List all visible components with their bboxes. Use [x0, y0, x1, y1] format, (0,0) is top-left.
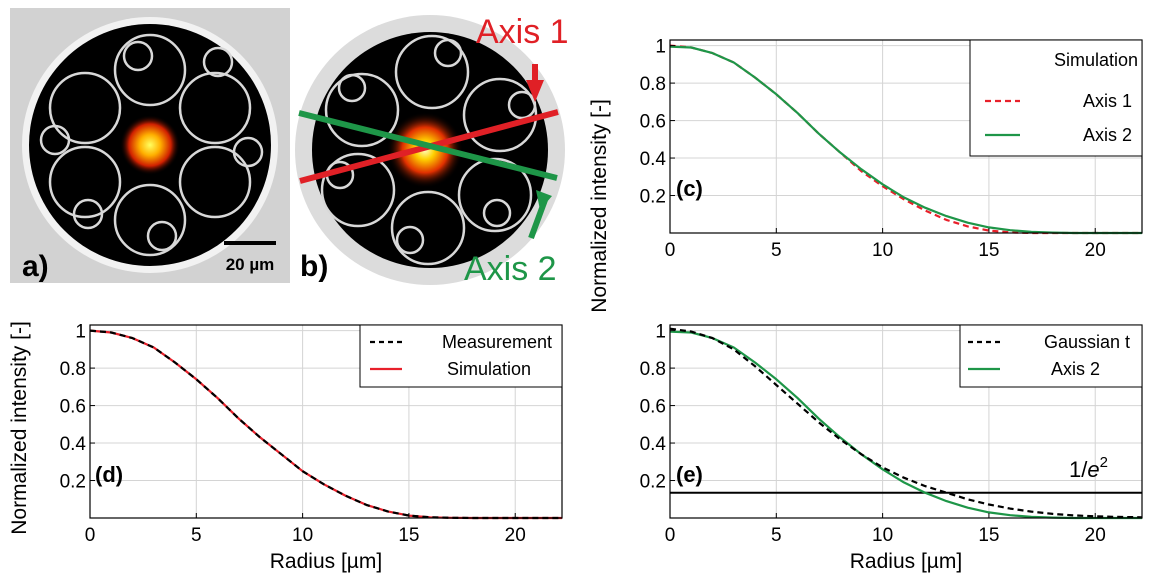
chart-e-panel-label: (e)	[676, 462, 703, 487]
chart-c-legend-axis2: Axis 2	[1083, 125, 1132, 145]
x-tick-label: 0	[665, 525, 676, 546]
chart-d-legend-simulation: Simulation	[447, 359, 531, 379]
chart-c-ylabel: Normalized intensity [-]	[588, 99, 611, 313]
chart-e-legend-axis2: Axis 2	[1051, 359, 1100, 379]
x-tick-label: 5	[771, 525, 782, 546]
x-tick-label: 15	[978, 525, 999, 546]
chart-c-legend-axis1: Axis 1	[1083, 91, 1132, 111]
axis1-arrow-shaft	[532, 64, 538, 84]
axis1-label: Axis 1	[476, 13, 569, 51]
y-tick-label: 1	[655, 37, 666, 58]
x-tick-label: 15	[398, 525, 419, 546]
chart-d-legend: Measurement Simulation	[359, 324, 563, 388]
y-tick-label: 0.4	[640, 434, 667, 455]
y-tick-label: 1	[655, 322, 666, 343]
chart-e-frame	[669, 324, 1143, 519]
chart-e-legend-box	[959, 324, 1143, 388]
y-tick-label: 1	[75, 322, 86, 343]
x-tick-label: 5	[771, 240, 782, 261]
chart-c-panel-label: (c)	[676, 176, 703, 201]
axis2-label: Axis 2	[464, 250, 557, 288]
chart-e-ticks: 0 5 10 15 20 0.2 0.4 0.6 0.8 1	[640, 322, 1106, 546]
chart-c-legend: Simulation Axis 1 Axis 2	[969, 39, 1143, 157]
y-tick-label: 0.4	[640, 149, 667, 170]
x-tick-label: 5	[191, 525, 202, 546]
x-tick-label: 15	[978, 240, 999, 261]
scalebar-label: 20 µm	[226, 255, 275, 274]
series-line-gaussian-t	[669, 327, 1143, 519]
y-tick-label: 0.2	[60, 472, 86, 493]
chart-d-legend-box	[359, 324, 563, 388]
chart-d-ticks: 0 5 10 15 20 0.2 0.4 0.6 0.8 1	[60, 322, 526, 546]
y-tick-label: 0.8	[60, 359, 86, 380]
y-tick-label: 0.8	[640, 74, 666, 95]
fiber-image-b: Axis 1 Axis 2 b)	[295, 8, 576, 288]
axis1-arrow-icon	[526, 80, 544, 102]
fiber-image-a: 20 µm a)	[10, 8, 290, 283]
y-tick-label: 0.4	[60, 434, 87, 455]
x-tick-label: 0	[665, 240, 676, 261]
y-tick-label: 0.8	[640, 359, 666, 380]
chart-d-gridlines	[90, 325, 562, 518]
chart-e-threshold-label: 1/e2	[1069, 454, 1108, 482]
chart-e-legend-gaussian: Gaussian t	[1044, 332, 1130, 352]
y-tick-label: 0.6	[640, 397, 666, 418]
chart-d-frame	[89, 324, 563, 519]
chart-c-legend-box	[969, 39, 1143, 157]
y-tick-label: 0.2	[640, 472, 666, 493]
chart-d-ylabel: Normalized intensity [-]	[8, 321, 31, 535]
chart-d-xlabel: Radius [µm]	[270, 550, 382, 573]
series-line-measurement	[89, 329, 562, 520]
chart-e-legend: Gaussian t Axis 2	[959, 324, 1143, 388]
image-a-beam-spot	[120, 115, 180, 175]
chart-d-legend-measurement: Measurement	[442, 332, 552, 352]
x-tick-label: 20	[1085, 525, 1106, 546]
chart-d-panel-label: (d)	[95, 462, 123, 487]
chart-c-ticks: 0 5 10 15 20 0.2 0.4 0.6 0.8 1	[640, 37, 1106, 261]
y-tick-label: 0.6	[640, 112, 666, 133]
axis2-arrow-shaft	[528, 198, 548, 240]
chart-e: 0 5 10 15 20 0.2 0.4 0.6 0.8 1 (e) 1/e2 Gaussian …	[640, 322, 1143, 573]
chart-e-gridlines	[670, 325, 1142, 518]
x-tick-label: 10	[872, 525, 893, 546]
chart-c-legend-title: Simulation	[1054, 50, 1138, 70]
image-a-label: a)	[22, 250, 49, 283]
chart-c: 0 5 10 15 20 0.2 0.4 0.6 0.8 1 (c) Simulation Axi…	[640, 37, 1143, 261]
chart-d: 0 5 10 15 20 0.2 0.4 0.6 0.8 1 (d) Measurement Si…	[8, 321, 563, 573]
scalebar	[224, 241, 276, 245]
x-tick-label: 10	[872, 240, 893, 261]
axis2-line	[298, 110, 558, 181]
x-tick-label: 0	[85, 525, 96, 546]
x-tick-label: 10	[292, 525, 313, 546]
image-b-label: b)	[300, 250, 328, 283]
x-tick-label: 20	[1085, 240, 1106, 261]
y-tick-label: 0.2	[640, 187, 666, 208]
y-tick-label: 0.6	[60, 397, 86, 418]
image-a-capillaries	[39, 33, 264, 257]
x-tick-label: 20	[505, 525, 526, 546]
chart-c-gridlines	[670, 40, 1142, 233]
chart-e-xlabel: Radius [µm]	[850, 550, 962, 573]
